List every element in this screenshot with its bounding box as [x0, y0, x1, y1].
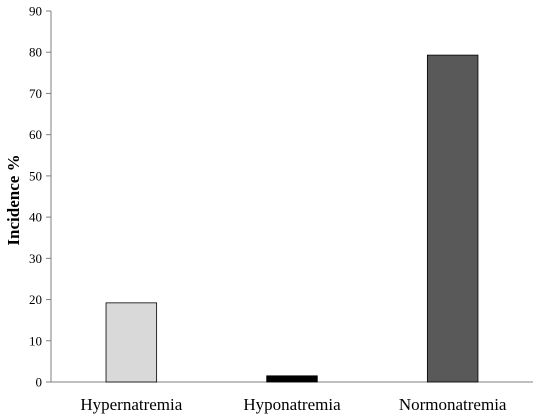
y-tick-label: 0 — [36, 375, 43, 390]
bar-hyponatremia — [266, 375, 318, 383]
y-tick-label: 70 — [29, 86, 42, 101]
y-tick-label: 40 — [29, 210, 42, 225]
labels-layer: Hypernatremia Hyponatremia Normonatremia — [80, 395, 507, 414]
x-tick-label-normonatremia: Normonatremia — [399, 395, 507, 414]
bars-layer — [105, 54, 479, 383]
y-tick-label: 20 — [29, 292, 42, 307]
y-tick-label: 10 — [29, 333, 42, 348]
bar-normonatremia — [426, 54, 479, 383]
y-tick-label: 50 — [29, 168, 42, 183]
x-tick-label-hyponatremia: Hyponatremia — [243, 395, 341, 414]
y-tick-label: 60 — [29, 127, 42, 142]
y-axis-title: Incidence % — [4, 154, 23, 245]
x-tick-label-hypernatremia: Hypernatremia — [80, 395, 182, 414]
y-tick-label: 30 — [29, 251, 42, 266]
bar-hypernatremia — [105, 302, 158, 383]
y-tick-label: 90 — [29, 4, 42, 19]
y-tick-label: 80 — [29, 45, 42, 60]
axis-layer: 0 10 20 30 40 50 60 70 80 90 — [29, 4, 533, 390]
